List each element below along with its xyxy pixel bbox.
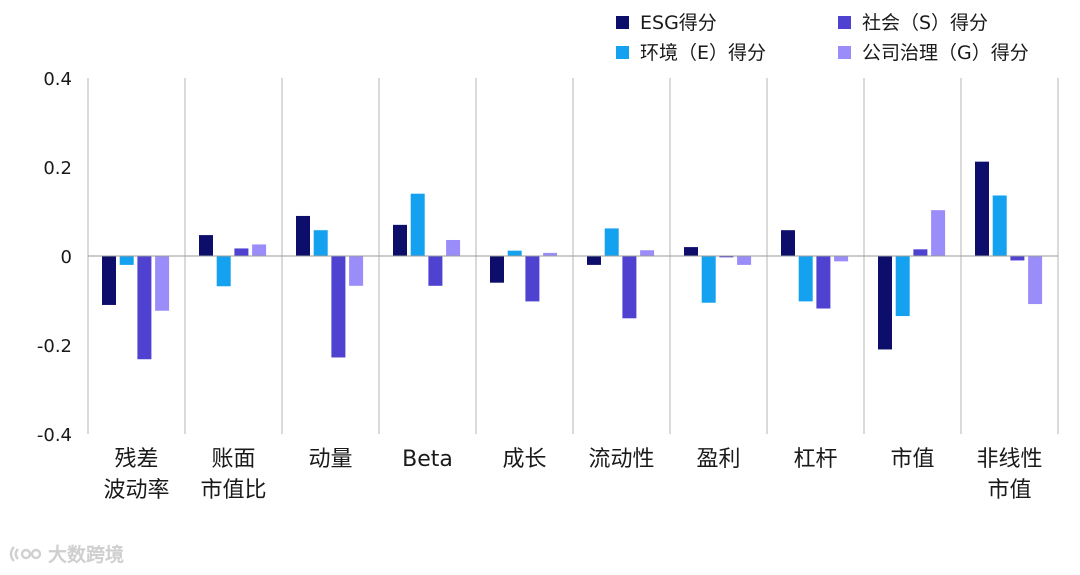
y-tick-label: 0.4 <box>43 69 72 90</box>
x-tick-label: 杠杆 <box>793 447 837 472</box>
x-tick-label: 非线性 <box>976 447 1042 472</box>
x-tick-label: 盈利 <box>696 447 740 472</box>
legend-label: 社会（S）得分 <box>862 12 988 34</box>
bar <box>349 256 364 286</box>
bar <box>781 230 795 256</box>
watermark-text: 大数跨境 <box>48 544 125 566</box>
bar <box>428 256 443 286</box>
legend-label: 公司治理（G）得分 <box>862 42 1029 64</box>
bar <box>834 256 849 262</box>
x-tick-label: 市值 <box>890 447 934 472</box>
x-tick-label: 残差 <box>114 447 158 472</box>
x-tick-label: Beta <box>402 447 453 472</box>
bar <box>313 230 328 256</box>
bar <box>119 256 134 265</box>
legend-swatch <box>838 16 851 29</box>
bar <box>446 239 461 256</box>
bar <box>684 247 698 256</box>
bar <box>931 210 946 256</box>
bar <box>137 256 152 360</box>
bar <box>640 250 655 256</box>
legend-label: 环境（E）得分 <box>640 42 766 64</box>
bar <box>622 256 637 319</box>
bar <box>895 256 910 317</box>
x-tick-label: 市值 <box>987 478 1031 503</box>
legend-label: ESG得分 <box>640 12 717 34</box>
bar <box>102 256 116 305</box>
watermark: 大数跨境 <box>8 540 124 567</box>
bars <box>102 161 1043 360</box>
legend-swatch <box>838 46 851 59</box>
bar <box>252 244 267 256</box>
bar <box>155 256 170 311</box>
legend-swatch <box>616 16 629 29</box>
bar <box>525 256 540 302</box>
y-tick-label: -0.4 <box>37 425 72 446</box>
bar <box>507 250 522 256</box>
bar <box>798 256 813 302</box>
bar <box>234 248 249 256</box>
bar <box>331 256 346 358</box>
bar <box>587 256 601 265</box>
bar <box>913 249 928 256</box>
bar <box>1010 256 1025 261</box>
bar <box>199 235 213 256</box>
y-tick-label: 0.2 <box>43 158 72 179</box>
bar <box>975 161 989 256</box>
bar <box>878 256 892 350</box>
bar <box>701 256 716 303</box>
bar <box>719 256 734 258</box>
x-tick-label: 波动率 <box>103 478 169 503</box>
x-tick-label: 账面 <box>211 447 255 472</box>
x-tick-label: 成长 <box>502 447 546 472</box>
bar <box>216 256 231 287</box>
bar <box>393 224 407 256</box>
watermark-logo-icon <box>9 545 42 562</box>
y-axis: -0.4 -0.2 0 0.2 0.4 <box>37 69 72 446</box>
y-tick-label: 0 <box>61 247 72 268</box>
y-tick-label: -0.2 <box>37 336 72 357</box>
x-tick-label: 市值比 <box>200 478 266 503</box>
x-tick-label: 动量 <box>308 447 352 472</box>
bar <box>816 256 831 309</box>
bar <box>410 193 425 256</box>
bar <box>296 215 310 256</box>
bar <box>737 256 752 265</box>
x-tick-label: 流动性 <box>588 447 654 472</box>
bar <box>1028 256 1043 305</box>
bar <box>543 252 558 256</box>
bar <box>604 228 619 256</box>
bar <box>992 195 1007 256</box>
bar <box>490 256 504 283</box>
legend-swatch <box>616 46 629 59</box>
